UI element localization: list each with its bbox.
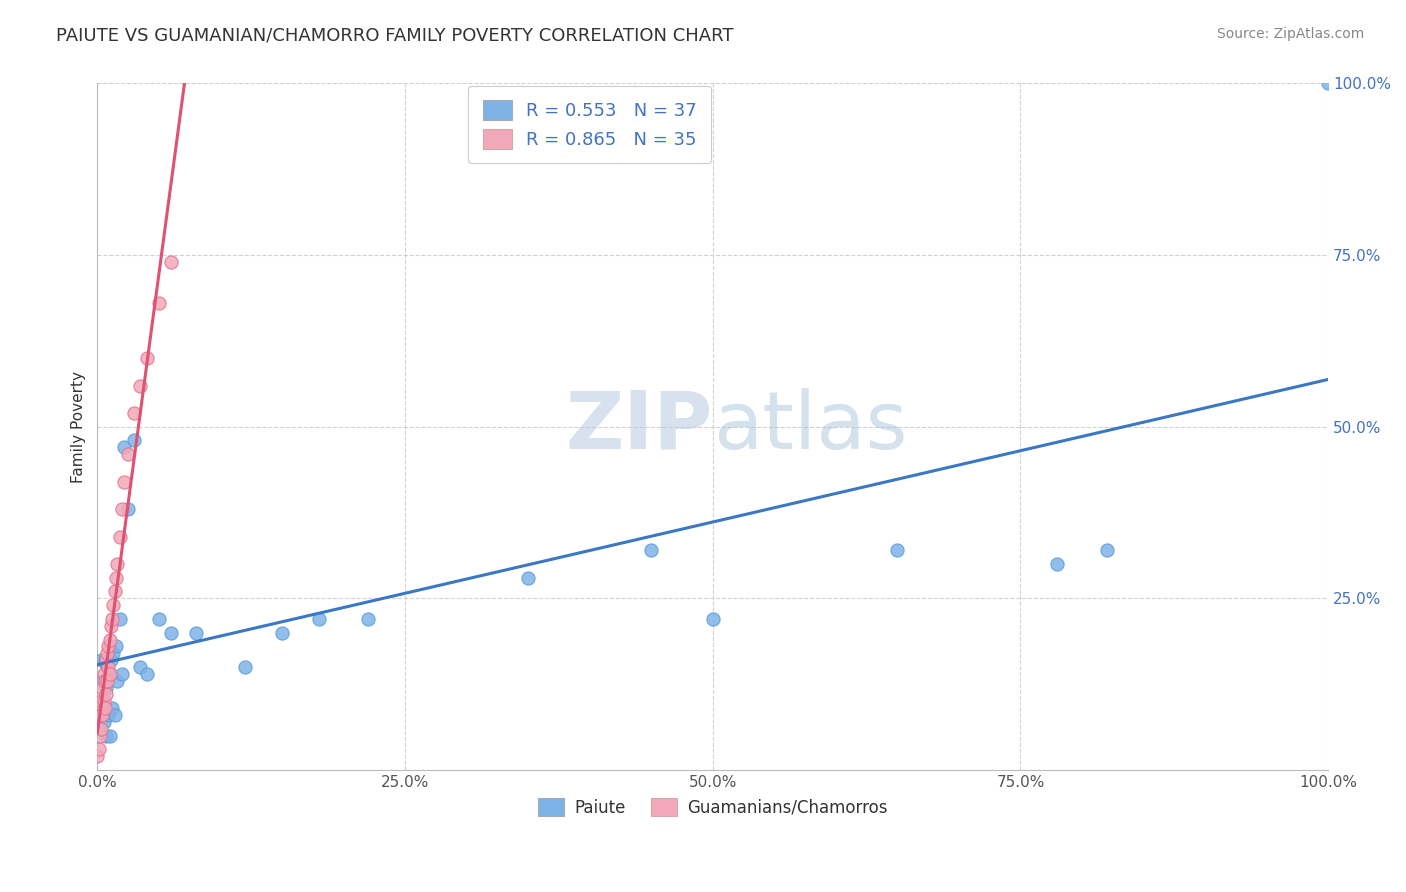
Point xyxy=(94,681,117,695)
Point xyxy=(90,653,112,667)
Point xyxy=(135,666,157,681)
Point xyxy=(112,475,135,489)
Point xyxy=(90,694,112,708)
Point xyxy=(148,612,170,626)
Point xyxy=(97,640,120,654)
Point xyxy=(129,660,152,674)
Point xyxy=(96,660,118,674)
Point xyxy=(89,708,111,723)
Point xyxy=(104,640,127,654)
Point xyxy=(98,632,121,647)
Point xyxy=(135,351,157,365)
Point xyxy=(108,612,131,626)
Point xyxy=(124,406,146,420)
Point xyxy=(91,681,114,695)
Point xyxy=(90,722,112,736)
Point xyxy=(117,447,139,461)
Point xyxy=(1095,543,1118,558)
Point xyxy=(96,646,118,660)
Point xyxy=(86,749,108,764)
Point xyxy=(640,543,662,558)
Point xyxy=(93,666,115,681)
Point xyxy=(233,660,256,674)
Point xyxy=(100,619,122,633)
Text: atlas: atlas xyxy=(713,388,907,466)
Point xyxy=(93,694,115,708)
Point xyxy=(702,612,724,626)
Point xyxy=(98,666,121,681)
Point xyxy=(93,701,115,715)
Point xyxy=(103,708,125,723)
Legend: Paiute, Guamanians/Chamorros: Paiute, Guamanians/Chamorros xyxy=(531,791,894,823)
Text: Source: ZipAtlas.com: Source: ZipAtlas.com xyxy=(1216,27,1364,41)
Point xyxy=(89,729,111,743)
Point xyxy=(160,625,183,640)
Point xyxy=(112,440,135,454)
Point xyxy=(148,296,170,310)
Point xyxy=(517,571,540,585)
Point xyxy=(103,599,125,613)
Point xyxy=(886,543,908,558)
Point xyxy=(103,646,125,660)
Point xyxy=(1046,557,1069,571)
Y-axis label: Family Poverty: Family Poverty xyxy=(72,371,86,483)
Point xyxy=(124,434,146,448)
Point xyxy=(94,729,117,743)
Point xyxy=(357,612,380,626)
Point xyxy=(87,742,110,756)
Point xyxy=(308,612,330,626)
Point xyxy=(98,729,121,743)
Point xyxy=(108,530,131,544)
Text: PAIUTE VS GUAMANIAN/CHAMORRO FAMILY POVERTY CORRELATION CHART: PAIUTE VS GUAMANIAN/CHAMORRO FAMILY POVE… xyxy=(56,27,734,45)
Point xyxy=(160,255,183,269)
Point xyxy=(105,673,128,688)
Point xyxy=(111,502,134,516)
Point xyxy=(93,673,115,688)
Point xyxy=(104,571,127,585)
Point xyxy=(117,502,139,516)
Point xyxy=(129,378,152,392)
Text: ZIP: ZIP xyxy=(565,388,713,466)
Point xyxy=(94,653,117,667)
Point xyxy=(91,708,114,723)
Point xyxy=(96,673,118,688)
Point xyxy=(111,666,134,681)
Point xyxy=(97,660,120,674)
Point xyxy=(184,625,207,640)
Point xyxy=(101,612,124,626)
Point xyxy=(91,673,114,688)
Point xyxy=(98,666,121,681)
Point xyxy=(94,688,117,702)
Point xyxy=(97,708,120,723)
Point xyxy=(100,653,122,667)
Point xyxy=(271,625,294,640)
Point xyxy=(103,584,125,599)
Point xyxy=(1317,77,1340,91)
Point xyxy=(101,701,124,715)
Point xyxy=(93,714,115,729)
Point xyxy=(105,557,128,571)
Point xyxy=(93,653,115,667)
